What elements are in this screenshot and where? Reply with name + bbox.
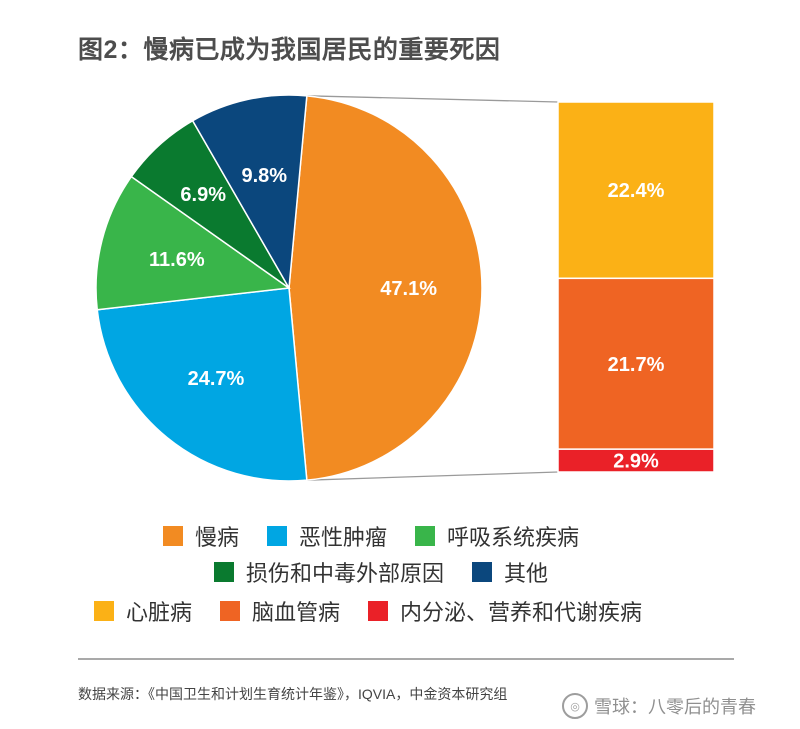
legend-label: 呼吸系统疾病 <box>447 525 580 550</box>
legend-item: 脑血管病 <box>220 595 340 627</box>
legend-item: 其他 <box>472 556 548 588</box>
legend-swatch <box>368 601 389 621</box>
legend-swatch <box>214 562 234 582</box>
legend-swatch <box>163 526 183 546</box>
pie-labels: 47.1% 24.7% 11.6% 6.9% 9.8% <box>149 165 437 390</box>
legend-row-3: 心脏病 脑血管病 内分泌、营养和代谢疾病 <box>94 595 670 627</box>
footer-divider <box>78 658 734 660</box>
legend-row-2: 损伤和中毒外部原因 其他 <box>214 556 576 588</box>
legend-item: 损伤和中毒外部原因 <box>214 556 444 588</box>
pie-slice <box>95 175 292 311</box>
bar-labels: 22.4% 21.7% 2.9% <box>608 180 665 472</box>
pie-slice-label: 6.9% <box>180 184 226 206</box>
pie-slice <box>288 95 483 481</box>
legend-item: 恶性肿瘤 <box>267 520 387 552</box>
bar-segment-label: 2.9% <box>613 451 659 473</box>
pie-chart <box>95 94 483 482</box>
pie-slice-label: 24.7% <box>188 368 245 390</box>
legend-swatch <box>94 601 114 621</box>
watermark: ◎ 雪球：八零后的青春 <box>562 693 756 719</box>
legend-item: 内分泌、营养和代谢疾病 <box>368 595 642 627</box>
pie-bar-connectors <box>306 95 559 481</box>
legend-label: 其他 <box>504 561 549 586</box>
legend-swatch <box>415 526 436 546</box>
bar-segment <box>557 277 715 450</box>
legend-swatch <box>472 562 493 582</box>
bar-segment-label: 21.7% <box>608 354 665 376</box>
legend-label: 脑血管病 <box>252 600 341 625</box>
legend-item: 心脏病 <box>94 595 192 627</box>
snowball-logo-icon: ◎ <box>562 693 588 719</box>
chart-title: 图2：慢病已成为我国居民的重要死因 <box>78 36 501 64</box>
watermark-text: 雪球：八零后的青春 <box>594 697 756 717</box>
legend-row-1: 慢病 恶性肿瘤 呼吸系统疾病 <box>163 520 607 552</box>
pie-slice <box>96 287 308 482</box>
bar-segment-label: 22.4% <box>608 180 665 202</box>
connector-line-bottom <box>306 471 559 481</box>
legend-label: 慢病 <box>195 525 240 550</box>
bar-segment <box>557 101 715 280</box>
legend-swatch <box>267 526 288 546</box>
legend-label: 内分泌、营养和代谢疾病 <box>400 600 643 625</box>
pie-slice <box>191 94 308 291</box>
pie-slice-label: 47.1% <box>380 278 437 300</box>
connector-line-top <box>306 95 559 103</box>
legend-item: 慢病 <box>163 520 239 552</box>
legend-label: 损伤和中毒外部原因 <box>246 561 445 586</box>
stacked-bar <box>557 101 715 473</box>
chart-canvas: 47.1% 24.7% 11.6% 6.9% 9.8% 22.4% 21.7% 2.9% <box>95 94 715 482</box>
pie-slice-label: 11.6% <box>149 249 205 271</box>
pie-slice-label: 9.8% <box>241 165 287 187</box>
legend-label: 心脏病 <box>126 600 193 625</box>
legend-label: 恶性肿瘤 <box>299 525 388 550</box>
source-note: 数据来源：《中国卫生和计划生育统计年鉴》，IQVIA，中金资本研究组 <box>78 686 508 702</box>
legend-swatch <box>220 601 241 621</box>
legend-item: 呼吸系统疾病 <box>415 520 579 552</box>
bar-segment <box>557 448 715 473</box>
